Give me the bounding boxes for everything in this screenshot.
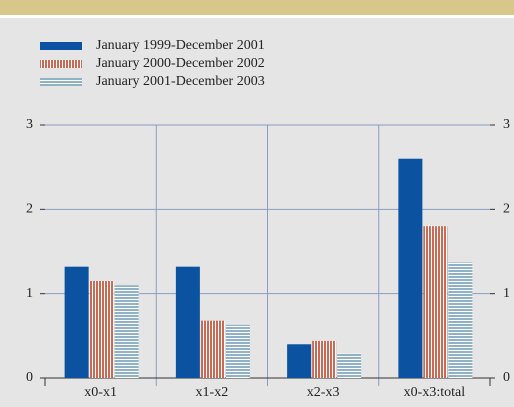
legend-label: January 2001-December 2003 [96, 74, 265, 89]
bar [398, 158, 423, 378]
bar [312, 340, 337, 378]
y2-tick-label: 2 [503, 202, 510, 217]
y-tick-label: 0 [26, 370, 33, 385]
legend-swatch [40, 60, 82, 68]
x-tick-label: x0-x3:total [404, 385, 466, 400]
legend-swatch [40, 78, 82, 86]
bar [175, 266, 200, 378]
y-tick-label: 1 [26, 286, 33, 301]
header-band [0, 0, 514, 15]
bar [200, 320, 225, 378]
header-rule [0, 15, 514, 18]
y2-tick-label: 3 [503, 117, 510, 132]
bar [423, 226, 448, 378]
legend-swatch [40, 42, 82, 50]
y2-tick-label: 0 [503, 370, 510, 385]
bar [64, 266, 89, 378]
y-tick-label: 2 [26, 202, 33, 217]
legend-label: January 1999-December 2001 [96, 38, 265, 53]
bar [89, 281, 114, 378]
y-tick-label: 3 [26, 117, 33, 132]
bar [337, 353, 362, 378]
x-tick-label: x2-x3 [307, 385, 340, 400]
bar [114, 285, 139, 378]
x-tick-label: x1-x2 [196, 385, 229, 400]
y2-tick-label: 1 [503, 286, 510, 301]
x-tick-label: x0-x1 [84, 385, 117, 400]
bar [287, 344, 312, 378]
legend-label: January 2000-December 2002 [96, 56, 265, 71]
bar [448, 262, 473, 378]
bar [225, 324, 250, 378]
